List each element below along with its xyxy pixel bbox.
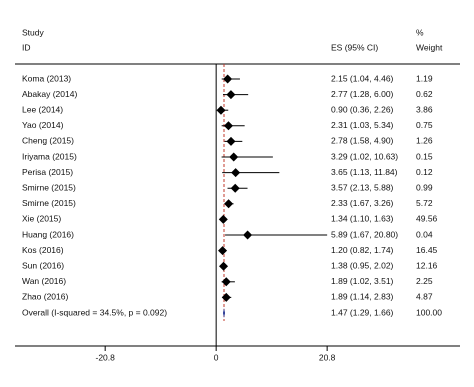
study-label: Yao (2014) xyxy=(22,120,64,130)
study-label: Perisa (2015) xyxy=(22,167,73,177)
es-label: 1.89 (1.14, 2.83) xyxy=(331,292,394,302)
es-label: 1.34 (1.10, 1.63) xyxy=(331,214,394,224)
header-study: Study xyxy=(22,27,44,37)
weight-label: 16.45 xyxy=(416,245,438,255)
es-label: 3.57 (2.13, 5.88) xyxy=(331,182,394,192)
effect-marker xyxy=(230,183,240,193)
overall-weight-label: 100.00 xyxy=(416,307,442,317)
header-pct: % xyxy=(416,27,424,37)
weight-label: 0.15 xyxy=(416,151,433,161)
weight-label: 49.56 xyxy=(416,214,438,224)
study-label: Lee (2014) xyxy=(22,104,63,114)
es-label: 3.65 (1.13, 11.84) xyxy=(331,167,398,177)
header-weight: Weight xyxy=(416,42,443,52)
study-label: Xie (2015) xyxy=(22,214,61,224)
study-label: Koma (2013) xyxy=(22,73,71,83)
effect-marker xyxy=(221,277,231,287)
es-label: 1.89 (1.02, 3.51) xyxy=(331,276,394,286)
weight-label: 0.12 xyxy=(416,167,433,177)
weight-label: 0.04 xyxy=(416,229,433,239)
weight-label: 0.99 xyxy=(416,182,433,192)
effect-marker xyxy=(223,121,233,131)
overall-diamond xyxy=(223,308,226,318)
es-label: 2.78 (1.58, 4.90) xyxy=(331,136,394,146)
header-id: ID xyxy=(22,42,31,52)
effect-marker xyxy=(231,168,241,178)
es-label: 2.77 (1.28, 6.00) xyxy=(331,89,394,99)
effect-marker xyxy=(219,261,229,271)
es-label: 5.89 (1.67, 20.80) xyxy=(331,229,398,239)
overall-label: Overall (I-squared = 34.5%, p = 0.092) xyxy=(22,307,167,317)
effect-marker xyxy=(226,136,236,146)
study-label: Abakay (2014) xyxy=(22,89,77,99)
x-tick-label: 20.8 xyxy=(319,352,336,362)
effect-marker xyxy=(218,246,228,256)
effect-marker xyxy=(243,230,253,240)
es-label: 0.90 (0.36, 2.26) xyxy=(331,104,394,114)
es-label: 1.20 (0.82, 1.74) xyxy=(331,245,394,255)
study-label: Smirne (2015) xyxy=(22,182,76,192)
study-label: Zhao (2016) xyxy=(22,292,68,302)
es-label: 2.31 (1.03, 5.34) xyxy=(331,120,394,130)
study-label: Cheng (2015) xyxy=(22,136,74,146)
effect-marker xyxy=(223,74,233,84)
study-label: Huang (2016) xyxy=(22,229,74,239)
es-label: 2.33 (1.67, 3.26) xyxy=(331,198,394,208)
overall-es-label: 1.47 (1.29, 1.66) xyxy=(331,307,394,317)
weight-label: 3.86 xyxy=(416,104,433,114)
x-tick-label: -20.8 xyxy=(95,352,115,362)
es-label: 2.15 (1.04, 4.46) xyxy=(331,73,394,83)
weight-label: 0.75 xyxy=(416,120,433,130)
study-label: Sun (2016) xyxy=(22,260,64,270)
weight-label: 12.16 xyxy=(416,260,438,270)
weight-label: 1.26 xyxy=(416,136,433,146)
x-tick-label: 0 xyxy=(214,352,219,362)
effect-marker xyxy=(229,152,239,162)
study-label: Kos (2016) xyxy=(22,245,64,255)
effect-marker xyxy=(221,292,231,302)
study-label: Smirne (2015) xyxy=(22,198,76,208)
effect-marker xyxy=(224,199,234,209)
weight-label: 4.87 xyxy=(416,292,433,302)
weight-label: 1.19 xyxy=(416,73,433,83)
es-label: 3.29 (1.02, 10.63) xyxy=(331,151,398,161)
effect-marker xyxy=(216,105,226,115)
header-es: ES (95% CI) xyxy=(331,42,378,52)
study-label: Wan (2016) xyxy=(22,276,66,286)
study-label: Iriyama (2015) xyxy=(22,151,77,161)
weight-label: 5.72 xyxy=(416,198,433,208)
weight-label: 0.62 xyxy=(416,89,433,99)
effect-marker xyxy=(218,214,228,224)
weight-label: 2.25 xyxy=(416,276,433,286)
es-label: 1.38 (0.95, 2.02) xyxy=(331,260,394,270)
effect-marker xyxy=(226,90,236,100)
